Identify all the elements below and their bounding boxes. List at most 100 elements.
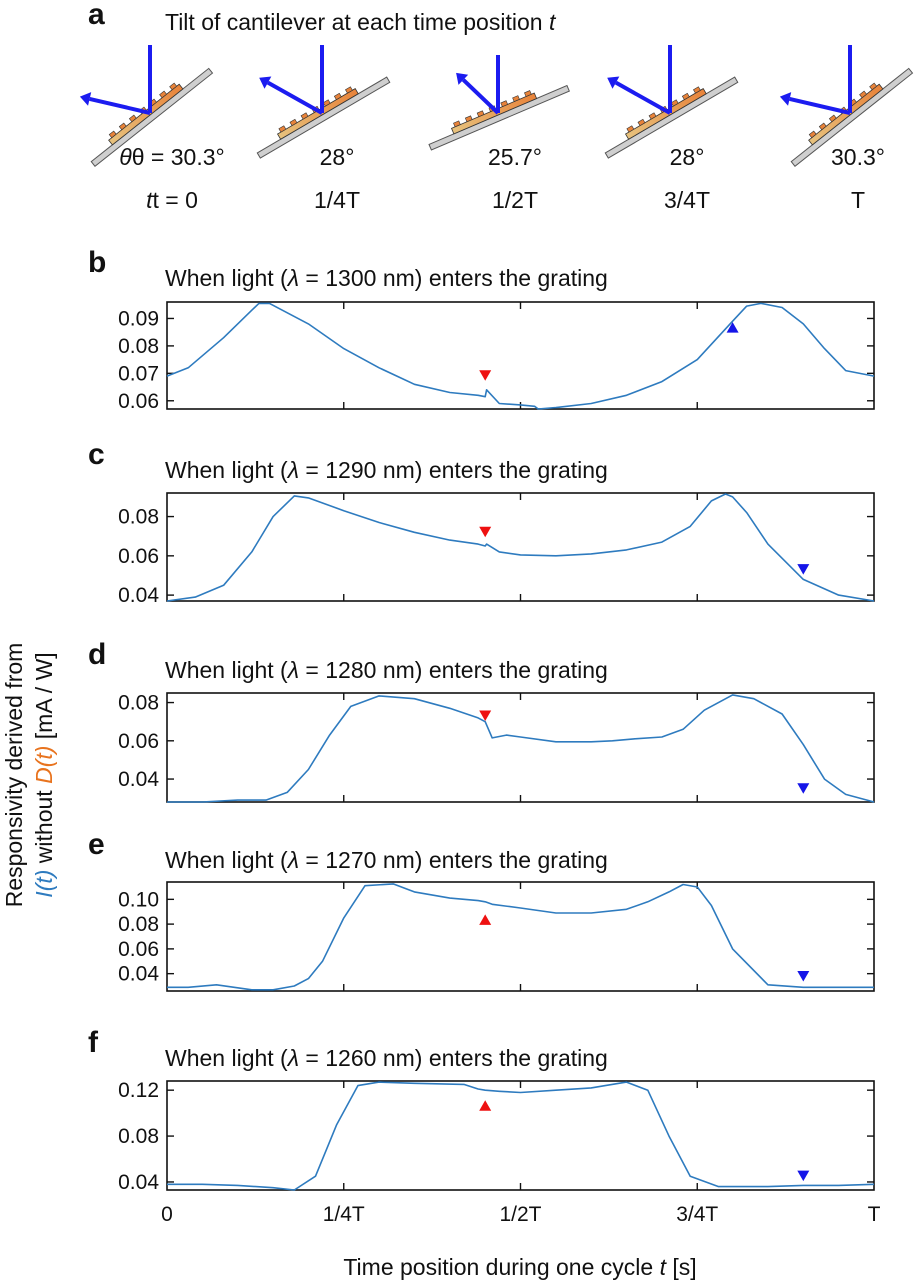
marker-triangle-down — [797, 783, 810, 794]
grating-tooth — [169, 82, 178, 91]
chart-title-b: When light (λ = 1300 nm) enters the grat… — [165, 265, 608, 291]
grating-tooth — [869, 82, 878, 91]
plot-frame — [166, 301, 875, 410]
y-tick-label: 0.08 — [118, 335, 159, 358]
x-tick-label: T — [868, 1203, 881, 1226]
y-tick-label: 0.07 — [118, 362, 159, 385]
series-line-0 — [166, 493, 875, 602]
marker-triangle-up — [479, 914, 492, 925]
grating-tooth — [345, 86, 353, 94]
charts: b When light (λ = 1300 nm) enters the gra… — [88, 246, 881, 1226]
grating — [450, 92, 538, 135]
y-tick-label: 0.08 — [118, 913, 159, 936]
y-tick-label: 0.08 — [118, 692, 159, 715]
panel-label-d: d — [88, 638, 106, 671]
grating-tooth — [128, 114, 137, 123]
grating-tooth — [859, 90, 868, 99]
grating-tooth — [333, 92, 342, 101]
x-tick-label: 1/4T — [323, 1203, 365, 1226]
chart-panel-e: e When light (λ = 1270 nm) enters the gra… — [88, 828, 875, 992]
panel-label-c: c — [88, 438, 105, 471]
y-tick-label: 0.12 — [118, 1079, 159, 1102]
y-tick-label: 0.04 — [118, 963, 159, 986]
grating-tooth — [524, 90, 532, 97]
grating-tooth — [453, 120, 461, 128]
grating-tooth — [693, 86, 701, 94]
panel-label-a: a — [88, 0, 105, 31]
arrow-head-icon — [779, 92, 792, 106]
marker-triangle-down — [797, 564, 810, 575]
time-label-2: 1/2T — [492, 187, 538, 213]
grating-tooth — [108, 130, 117, 139]
cantilever-4 — [779, 45, 914, 168]
y-tick-label: 0.08 — [118, 1125, 159, 1148]
panel-label-e: e — [88, 828, 105, 861]
grating-tooth — [828, 114, 837, 123]
x-tick-label: 0 — [161, 1203, 173, 1226]
grating-tooth — [464, 115, 473, 123]
cantilever-2 — [428, 55, 570, 151]
y-tick-label: 0.06 — [118, 938, 159, 961]
y-tick-label: 0.06 — [118, 545, 159, 568]
arrow-head-icon — [456, 72, 469, 85]
grating-tooth — [818, 122, 827, 131]
marker-triangle-down — [797, 1170, 810, 1182]
plot-frame — [166, 492, 875, 602]
x-axis-label: Time position during one cycle t [s] — [343, 1254, 696, 1280]
grating-tooth — [681, 92, 690, 101]
series-line-0 — [167, 694, 875, 803]
reflected-beam — [266, 80, 323, 115]
grating-tooth — [289, 118, 298, 127]
grating-tooth — [476, 110, 485, 118]
chart-title-d: When light (λ = 1280 nm) enters the grat… — [165, 657, 608, 683]
angle-label-2: 25.7° — [488, 144, 542, 170]
marker-triangle-down — [797, 971, 810, 982]
grating-tooth — [808, 130, 817, 139]
y-tick-label: 0.09 — [118, 307, 159, 330]
y-axis-label: Responsivity derived from I(t) without D… — [1, 643, 57, 908]
plot-frame — [166, 692, 875, 803]
time-label-3: 3/4T — [664, 187, 710, 213]
cantilever-3 — [604, 45, 739, 159]
angle-label-4: 30.3° — [831, 144, 885, 170]
chart-title-e: When light (λ = 1270 nm) enters the grat… — [165, 847, 608, 873]
reflected-beam — [789, 96, 851, 115]
marker-triangle-up — [726, 322, 739, 333]
chart-panel-f: f When light (λ = 1260 nm) enters the gra… — [88, 1026, 881, 1226]
angle-label-0: θθ = 30.3° — [119, 144, 224, 170]
grating-tooth — [512, 95, 520, 102]
y-axis-label-line2: I(t) without D(t) [mA / W] — [31, 652, 57, 897]
y-tick-label: 0.08 — [118, 506, 159, 529]
x-tick-label: 3/4T — [676, 1203, 718, 1226]
reflected-beam — [614, 80, 671, 115]
grating-tooth — [118, 122, 127, 131]
arrow-head-icon — [607, 76, 620, 89]
chart-panel-b: b When light (λ = 1300 nm) enters the gra… — [88, 246, 875, 413]
cantilever-1 — [256, 45, 391, 159]
chart-panel-d: d When light (λ = 1280 nm) enters the gra… — [88, 638, 875, 803]
y-tick-label: 0.04 — [118, 768, 159, 791]
grating-tooth — [637, 118, 646, 127]
y-tick-label: 0.06 — [118, 390, 159, 413]
angle-label-3: 28° — [670, 144, 705, 170]
grating-tooth — [500, 100, 509, 108]
y-tick-label: 0.04 — [118, 584, 159, 607]
grating-tooth — [300, 112, 309, 120]
panel-label-b: b — [88, 246, 106, 279]
grating — [624, 88, 707, 140]
marker-triangle-up — [479, 1100, 492, 1111]
time-label-1: 1/4T — [314, 187, 360, 213]
plot-frame — [166, 1080, 875, 1191]
chart-title-f: When light (λ = 1260 nm) enters the grat… — [165, 1045, 608, 1071]
grating — [108, 83, 184, 146]
y-axis-label-line1: Responsivity derived from — [1, 643, 27, 908]
marker-triangle-down — [479, 370, 492, 381]
cantilever-illustrations — [79, 45, 914, 168]
chart-title-c: When light (λ = 1290 nm) enters the grat… — [165, 457, 608, 483]
plot-frame — [166, 881, 875, 992]
grating-tooth — [648, 112, 657, 120]
time-label-0: tt = 0 — [146, 187, 198, 213]
grating — [276, 88, 359, 140]
panel-label-f: f — [88, 1026, 99, 1059]
